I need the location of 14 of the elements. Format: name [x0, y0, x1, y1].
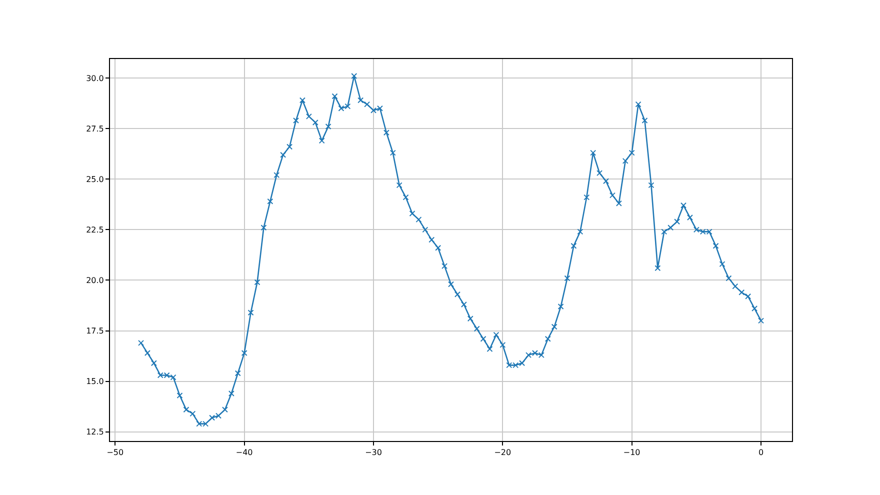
x-tick-label: −30 [365, 448, 382, 458]
x-tick-label: −50 [106, 448, 124, 458]
y-tick-label: 22.5 [86, 225, 104, 234]
x-tick-label: 0 [758, 448, 764, 458]
y-tick-label: 17.5 [86, 326, 104, 336]
x-tick-label: −40 [236, 448, 253, 458]
x-tick-label: −10 [623, 448, 640, 458]
y-tick-label: 30.0 [86, 74, 104, 83]
y-tick-label: 25.0 [86, 174, 104, 184]
y-tick-label: 12.5 [86, 428, 104, 437]
y-tick-label: 20.0 [86, 276, 104, 286]
x-tick-label: −20 [494, 448, 512, 458]
y-tick-label: 15.0 [86, 377, 104, 386]
y-tick-label: 27.5 [86, 124, 104, 134]
